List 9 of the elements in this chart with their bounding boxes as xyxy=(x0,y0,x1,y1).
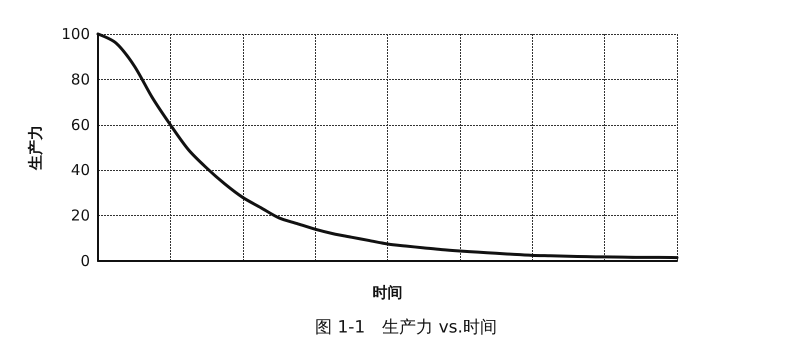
y-tick-label: 80 xyxy=(70,70,90,88)
x-axis-title: 时间 xyxy=(372,284,402,302)
y-tick-label: 0 xyxy=(80,252,90,270)
text: 图 1-1 生产力 vs.时间 xyxy=(315,318,497,338)
y-tick-label: 40 xyxy=(70,161,90,180)
y-tick-label: 100 xyxy=(61,25,90,43)
y-axis-title: 生产力 xyxy=(26,125,44,171)
y-tick-label: 60 xyxy=(70,116,90,134)
y-tick-label: 20 xyxy=(70,206,90,225)
